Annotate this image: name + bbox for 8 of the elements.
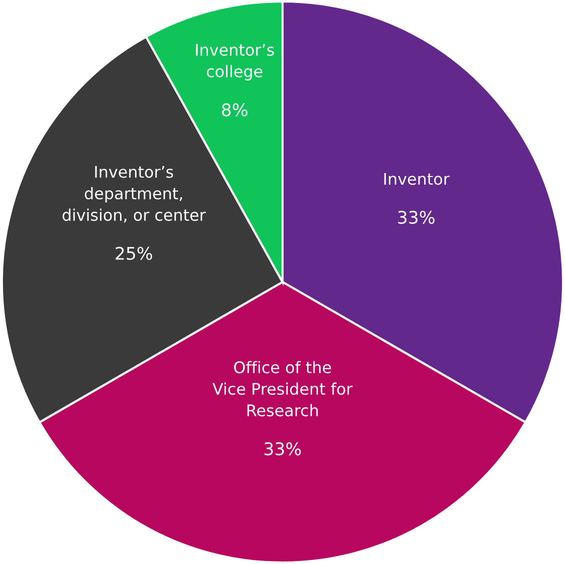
slice-label: Inventor’s college [196, 44, 274, 80]
data-label: 8% [222, 103, 248, 116]
data-label: 33% [264, 442, 301, 456]
data-label: 25% [116, 246, 152, 260]
slice-label: Inventor’s department, division, or center [62, 166, 206, 223]
slice-label: Office of the Vice President for Research [212, 360, 353, 416]
slice-label: Inventor [384, 173, 450, 185]
data-label: 33% [398, 210, 434, 224]
